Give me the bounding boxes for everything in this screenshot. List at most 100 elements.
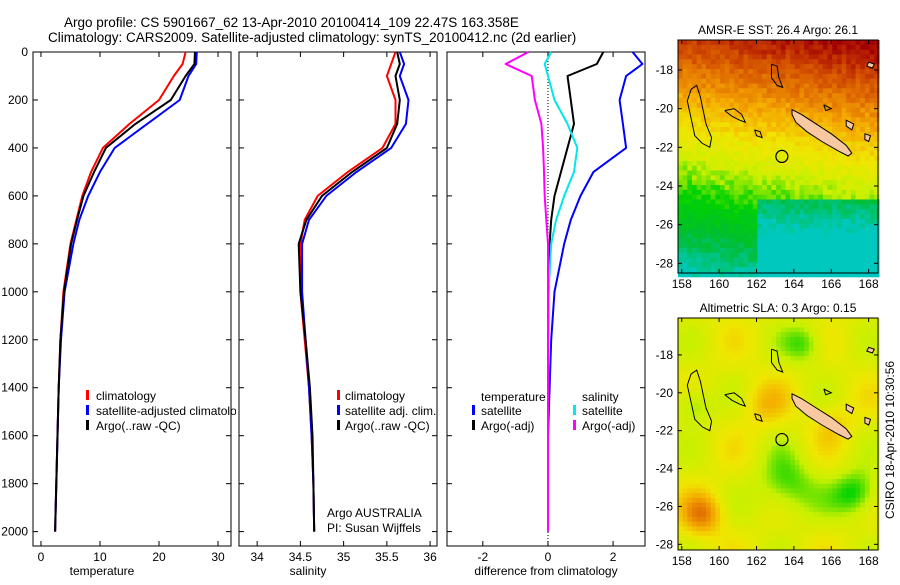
map-cell (818, 252, 824, 258)
map-cell (855, 374, 861, 380)
map-cell (874, 122, 880, 128)
x-tick-label: 36 (423, 550, 437, 564)
map-cell (864, 102, 871, 109)
map-cell (678, 351, 684, 357)
map-cell (715, 389, 721, 395)
map-cell (836, 156, 843, 162)
map-cell (720, 73, 726, 80)
map-cell (734, 516, 740, 523)
map-cell (780, 360, 786, 366)
map-cell (766, 156, 772, 162)
map-cell (696, 252, 702, 258)
map-cell (794, 346, 800, 352)
map-cell (841, 469, 847, 475)
map-cell (766, 185, 772, 191)
map-cell (785, 160, 791, 167)
map-cell (752, 93, 758, 99)
map-cell (729, 112, 735, 118)
map-cell (813, 64, 819, 70)
map-cell (855, 40, 861, 46)
map-cell (841, 185, 847, 191)
map-cell (813, 336, 819, 343)
map-cell (836, 436, 843, 442)
map-cell (846, 512, 852, 518)
map-cell (692, 151, 698, 157)
map-cell (813, 398, 819, 404)
map-cell (682, 535, 688, 541)
map-cell (832, 218, 838, 225)
map-cell (818, 69, 824, 75)
map-cell (734, 214, 740, 220)
map-cell (701, 398, 707, 404)
map-cell (715, 379, 721, 385)
map-cell (780, 393, 786, 399)
map-cell (696, 497, 702, 504)
map-cell (855, 398, 861, 404)
map-cell (678, 238, 684, 244)
map-cell (724, 165, 730, 171)
map-cell (785, 545, 791, 551)
map-cell (794, 531, 800, 537)
map-cell (804, 422, 810, 428)
map-cell (757, 351, 763, 357)
map-cell (794, 69, 800, 75)
map-cell (776, 78, 782, 84)
map-cell (771, 441, 777, 447)
legend-swatch-sal-satellite (573, 405, 576, 415)
map-cell (710, 502, 716, 508)
map-cell (804, 59, 810, 65)
map-cell (808, 355, 814, 362)
map-cell (715, 455, 721, 461)
map-cell (799, 483, 805, 489)
map-cell (710, 175, 716, 181)
map-cell (780, 464, 786, 470)
map-cell (855, 455, 861, 461)
map-cell (738, 355, 744, 362)
map-cell (696, 445, 702, 451)
map-cell (860, 44, 866, 51)
map-cell (818, 502, 824, 508)
map-cell (724, 346, 730, 352)
map-cell (687, 417, 693, 423)
map-cell (860, 483, 866, 489)
map-cell (832, 460, 838, 466)
map-cell (762, 332, 768, 338)
map-cell (710, 365, 716, 371)
map-cell (701, 318, 707, 324)
map-cell (822, 218, 829, 225)
map-cell (864, 355, 871, 362)
map-cell (757, 88, 763, 94)
map-cell (864, 238, 871, 244)
map-cell (780, 455, 786, 461)
map-cell (738, 540, 744, 546)
map-cell (841, 535, 847, 541)
map-cell (841, 351, 847, 357)
map-cell (752, 535, 758, 541)
map-cell (706, 98, 712, 104)
map-cell (701, 243, 707, 249)
map-cell (869, 117, 875, 123)
map-cell (818, 365, 824, 371)
map-cell (799, 526, 805, 532)
map-cell (813, 165, 819, 171)
map-cell (822, 374, 829, 380)
map-cell (738, 403, 744, 409)
map-cell (710, 445, 716, 451)
map-cell (790, 127, 796, 133)
map-cell (710, 78, 716, 84)
map-cell (790, 160, 796, 167)
map-cell (841, 117, 847, 123)
map-cell (687, 127, 693, 133)
map-cell (799, 426, 805, 433)
map-cell (757, 422, 763, 428)
map-cell (701, 136, 707, 142)
map-cell (706, 272, 712, 278)
map-cell (794, 436, 800, 442)
map-cell (799, 488, 805, 494)
map-cell (752, 64, 758, 70)
map-cell (813, 393, 819, 399)
map-cell (771, 214, 777, 220)
map-cell (790, 257, 796, 263)
map-cell (874, 431, 880, 437)
map-cell (846, 262, 852, 268)
